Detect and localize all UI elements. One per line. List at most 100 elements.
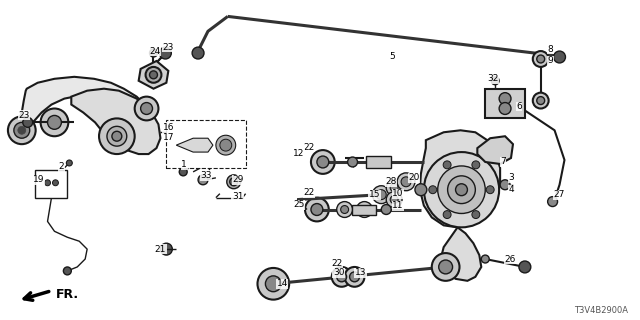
Circle shape (14, 122, 29, 138)
Circle shape (45, 180, 51, 186)
Circle shape (134, 97, 159, 120)
Circle shape (179, 168, 187, 176)
Text: 21: 21 (155, 244, 166, 254)
Circle shape (381, 204, 391, 214)
Text: 22: 22 (303, 143, 315, 152)
Circle shape (141, 103, 152, 115)
Circle shape (397, 173, 415, 191)
Polygon shape (71, 89, 161, 154)
Circle shape (356, 202, 372, 217)
Polygon shape (139, 61, 168, 89)
Polygon shape (16, 77, 150, 132)
Circle shape (332, 267, 351, 287)
Bar (367, 156, 391, 168)
Text: 14: 14 (276, 279, 288, 288)
Circle shape (47, 116, 61, 129)
Circle shape (349, 272, 360, 282)
Text: 23: 23 (163, 43, 174, 52)
Circle shape (481, 255, 489, 263)
Circle shape (348, 157, 358, 167)
Circle shape (305, 198, 329, 221)
Circle shape (112, 131, 122, 141)
Circle shape (216, 135, 236, 155)
Circle shape (40, 108, 68, 136)
Text: 24: 24 (149, 47, 160, 56)
Circle shape (161, 243, 172, 255)
Circle shape (227, 175, 241, 189)
Circle shape (390, 196, 398, 204)
Circle shape (401, 177, 411, 187)
Bar (35, 170, 67, 198)
Circle shape (472, 161, 480, 169)
Circle shape (311, 150, 335, 174)
Text: 7: 7 (500, 157, 506, 166)
Circle shape (499, 93, 511, 105)
Circle shape (107, 126, 127, 146)
Text: 10: 10 (392, 189, 404, 198)
Circle shape (438, 260, 452, 274)
Text: 23: 23 (18, 111, 29, 120)
Text: 20: 20 (408, 173, 420, 182)
Circle shape (150, 71, 157, 79)
Circle shape (99, 118, 134, 154)
Circle shape (447, 176, 476, 204)
Circle shape (340, 205, 349, 213)
Circle shape (52, 180, 58, 186)
Circle shape (472, 211, 480, 219)
Text: 6: 6 (516, 102, 522, 111)
Circle shape (548, 197, 557, 206)
Circle shape (344, 267, 364, 287)
Text: 15: 15 (369, 190, 380, 199)
Circle shape (499, 103, 511, 115)
Polygon shape (420, 130, 500, 227)
Circle shape (8, 116, 36, 144)
Text: 5: 5 (389, 52, 395, 60)
Polygon shape (176, 138, 213, 152)
Text: FR.: FR. (56, 288, 79, 301)
Circle shape (443, 211, 451, 219)
Circle shape (415, 184, 427, 196)
Circle shape (360, 205, 369, 213)
Circle shape (220, 139, 232, 151)
Circle shape (145, 67, 161, 83)
Text: 17: 17 (163, 133, 174, 142)
Text: 11: 11 (392, 201, 404, 210)
Text: T3V4B2900A: T3V4B2900A (574, 306, 628, 315)
Circle shape (337, 272, 347, 282)
Circle shape (491, 77, 499, 85)
Text: 8: 8 (548, 44, 554, 53)
Text: 16: 16 (163, 123, 174, 132)
Polygon shape (477, 136, 513, 164)
Text: 19: 19 (33, 175, 44, 184)
Text: 29: 29 (232, 175, 243, 184)
Text: 26: 26 (504, 254, 516, 264)
Circle shape (386, 180, 402, 196)
Circle shape (376, 190, 386, 200)
Circle shape (537, 55, 545, 63)
Circle shape (486, 186, 494, 194)
Circle shape (337, 202, 353, 217)
Circle shape (532, 51, 548, 67)
Text: 4: 4 (508, 185, 514, 194)
Text: 2: 2 (59, 163, 64, 172)
Circle shape (192, 47, 204, 59)
Circle shape (537, 97, 545, 105)
Polygon shape (441, 227, 481, 281)
Circle shape (317, 156, 329, 168)
Text: 3: 3 (508, 173, 514, 182)
Circle shape (159, 47, 172, 59)
Bar (351, 204, 376, 215)
Circle shape (554, 51, 566, 63)
Text: 33: 33 (200, 171, 212, 180)
Circle shape (372, 186, 390, 204)
Text: 32: 32 (488, 74, 499, 83)
Circle shape (18, 126, 26, 134)
Circle shape (390, 184, 398, 192)
Circle shape (67, 160, 72, 166)
Circle shape (63, 267, 71, 275)
Circle shape (424, 152, 499, 227)
Text: 12: 12 (293, 148, 305, 157)
Circle shape (500, 180, 510, 190)
Text: 1: 1 (181, 160, 187, 170)
Text: 30: 30 (333, 268, 344, 277)
